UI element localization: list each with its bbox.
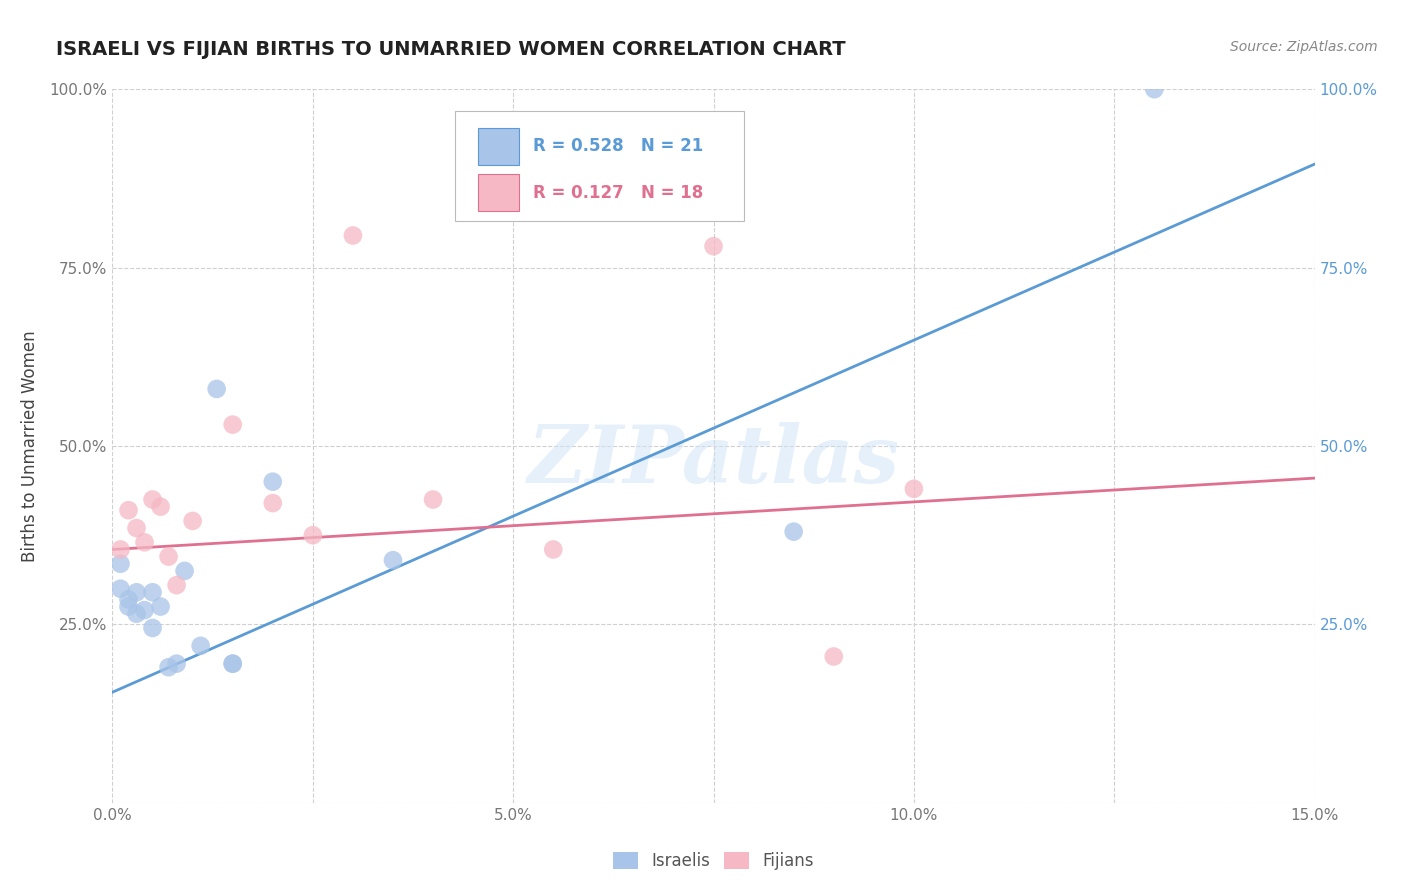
Point [166, 578, 188, 592]
Point [190, 639, 212, 653]
Point [166, 657, 188, 671]
Point [125, 585, 148, 599]
Point [141, 492, 163, 507]
Point [110, 557, 132, 571]
Point [125, 607, 148, 621]
Point [1143, 82, 1166, 96]
Text: ZIPatlas: ZIPatlas [527, 422, 900, 499]
Point [222, 657, 245, 671]
Point [262, 475, 284, 489]
Point [342, 228, 364, 243]
Point [302, 528, 325, 542]
Text: ISRAELI VS FIJIAN BIRTHS TO UNMARRIED WOMEN CORRELATION CHART: ISRAELI VS FIJIAN BIRTHS TO UNMARRIED WO… [56, 40, 846, 59]
Point [702, 239, 725, 253]
Point [782, 524, 804, 539]
FancyBboxPatch shape [456, 111, 744, 221]
Point [149, 599, 172, 614]
Legend: Israelis, Fijians: Israelis, Fijians [607, 845, 820, 877]
Point [134, 603, 156, 617]
Point [222, 657, 245, 671]
Y-axis label: Births to Unmarried Women: Births to Unmarried Women [21, 330, 38, 562]
Point [149, 500, 172, 514]
Point [110, 582, 132, 596]
Point [157, 549, 180, 564]
Point [222, 417, 245, 432]
Text: R = 0.528   N = 21: R = 0.528 N = 21 [533, 137, 703, 155]
Point [117, 592, 139, 607]
Text: R = 0.127   N = 18: R = 0.127 N = 18 [533, 184, 703, 202]
Point [543, 542, 565, 557]
Point [823, 649, 845, 664]
Point [903, 482, 925, 496]
Point [117, 503, 139, 517]
Point [181, 514, 204, 528]
Point [205, 382, 228, 396]
Point [125, 521, 148, 535]
Point [422, 492, 444, 507]
Point [141, 621, 163, 635]
Point [141, 585, 163, 599]
Point [262, 496, 284, 510]
Point [173, 564, 195, 578]
Point [110, 542, 132, 557]
Point [134, 535, 156, 549]
Text: Source: ZipAtlas.com: Source: ZipAtlas.com [1230, 40, 1378, 54]
FancyBboxPatch shape [478, 128, 519, 165]
Point [117, 599, 139, 614]
Point [382, 553, 405, 567]
Point [157, 660, 180, 674]
FancyBboxPatch shape [478, 174, 519, 211]
